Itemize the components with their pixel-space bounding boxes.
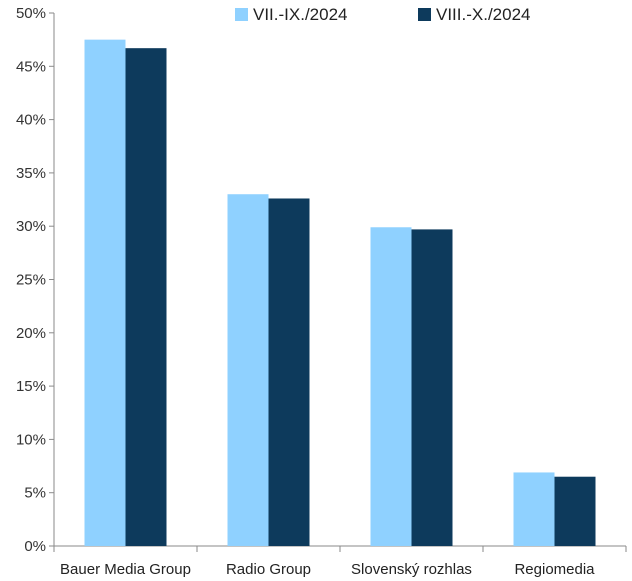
bar-series-1 <box>84 39 126 547</box>
bar-series-1 <box>513 472 555 546</box>
legend-label: VIII.-X./2024 <box>436 5 531 24</box>
y-tick-label: 25% <box>16 272 46 289</box>
legend-label: VII.-IX./2024 <box>253 5 348 24</box>
y-tick-label: 20% <box>16 325 46 342</box>
y-tick-label: 50% <box>16 5 46 22</box>
legend-swatch <box>418 8 431 21</box>
y-tick-label: 30% <box>16 218 46 235</box>
y-tick-label: 5% <box>24 485 46 502</box>
y-tick-label: 0% <box>24 538 46 555</box>
y-tick-label: 35% <box>16 165 46 182</box>
y-tick-label: 40% <box>16 112 46 129</box>
y-tick-label: 15% <box>16 378 46 395</box>
bar-series-1 <box>370 227 412 547</box>
y-axis: 0% 5% 10% 15% 20% 25% 30% 35% 40% 45% 50% <box>16 5 55 555</box>
legend-swatch <box>235 8 248 21</box>
bars <box>84 39 596 547</box>
y-tick-label: 10% <box>16 431 46 448</box>
bar-series-2 <box>554 476 596 546</box>
bar-series-2 <box>268 198 310 546</box>
x-tick-label: Radio Group <box>226 561 311 578</box>
x-tick-label: Regiomedia <box>514 561 595 578</box>
bar-series-2 <box>411 229 453 546</box>
bar-series-1 <box>227 194 269 546</box>
bar-series-2 <box>125 48 167 546</box>
x-tick-label: Bauer Media Group <box>60 561 191 578</box>
x-tick-label: Slovenský rozhlas <box>351 561 472 578</box>
y-tick-label: 45% <box>16 58 46 75</box>
x-axis: Bauer Media Group Radio Group Slovenský ro… <box>53 545 627 578</box>
legend: VII.-IX./2024 VIII.-X./2024 <box>235 5 531 24</box>
